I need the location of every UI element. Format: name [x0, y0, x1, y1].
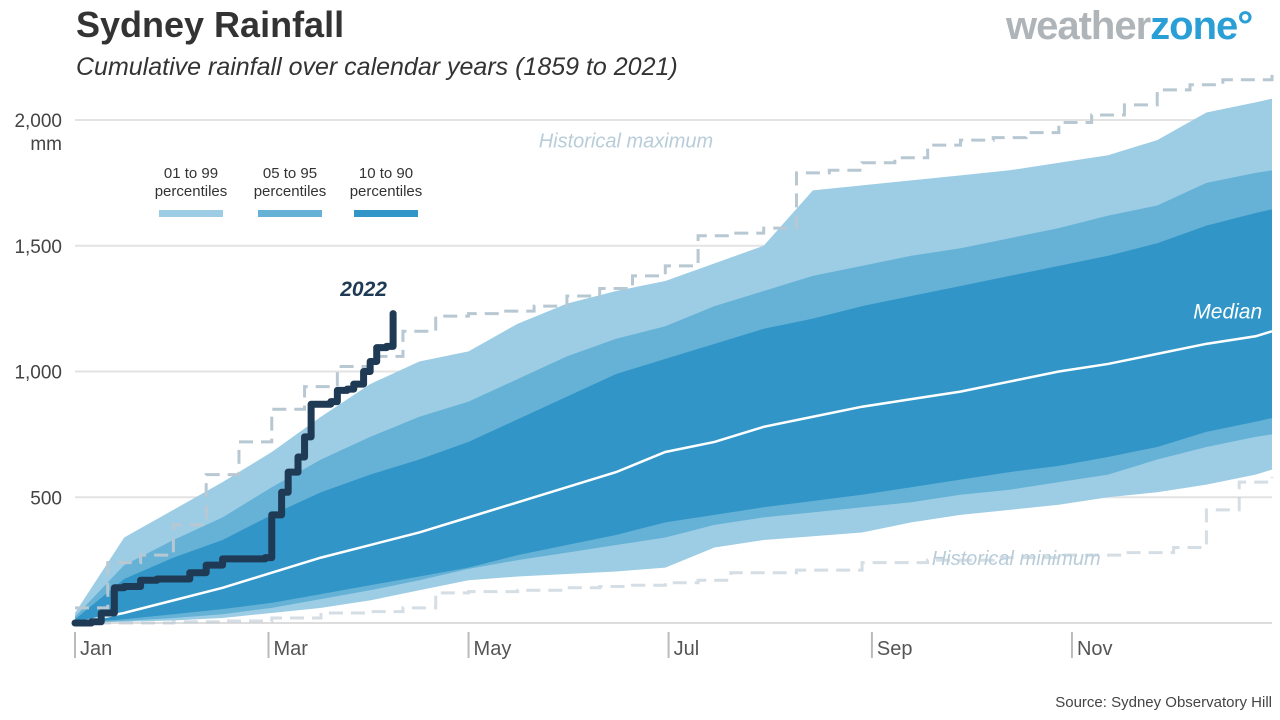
- weatherzone-logo: weatherzone°: [1006, 4, 1253, 49]
- source-note: Source: Sydney Observatory Hill: [1055, 694, 1272, 711]
- logo-weather: weather: [1006, 4, 1151, 48]
- annotation-label: Median: [1193, 301, 1262, 324]
- x-tick-label: Sep: [877, 638, 913, 660]
- series-line: [71, 310, 397, 627]
- legend-swatch: [354, 210, 418, 217]
- legend-swatch: [258, 210, 322, 217]
- annotation-label: Historical minimum: [932, 548, 1101, 570]
- logo-zone: zone: [1150, 4, 1238, 48]
- legend-label-line2: percentiles: [155, 183, 228, 200]
- band-area: [75, 209, 1272, 623]
- legend-swatch: [159, 210, 223, 217]
- x-tick-label: Jul: [674, 638, 700, 660]
- x-tick-label: Jan: [80, 638, 112, 660]
- y-tick-label: 500: [30, 488, 62, 509]
- x-tick-label: Mar: [273, 638, 308, 660]
- y-axis: mm 500 1,000 1,500 2,000: [14, 111, 62, 509]
- percentile-bands: [75, 98, 1272, 624]
- y-tick-label: 1,000: [14, 363, 62, 384]
- x-axis: Jan Mar May Jul Sep Nov: [74, 632, 1113, 660]
- series-line: [75, 477, 1274, 625]
- logo-degree: °: [1237, 4, 1253, 48]
- y-tick-label: 2,000: [14, 111, 62, 132]
- annotation-label: Historical maximum: [539, 131, 713, 153]
- x-tick-label: May: [474, 638, 512, 660]
- legend-label-line1: 10 to 90: [359, 165, 413, 182]
- chart-title: Sydney Rainfall: [76, 4, 345, 45]
- y-axis-unit: mm: [30, 134, 62, 155]
- series-line: [74, 330, 1273, 625]
- y-tick-label: 1,500: [14, 237, 62, 258]
- legend-label-line1: 01 to 99: [164, 165, 218, 182]
- legend-label-line2: percentiles: [254, 183, 327, 200]
- legend-label-line1: 05 to 95: [263, 165, 317, 182]
- series-line: [75, 72, 1274, 610]
- annotations: Historical maximum Historical minimum Medi…: [339, 131, 1262, 570]
- annotation-label: 2022: [339, 278, 387, 301]
- legend-label-line2: percentiles: [350, 183, 423, 200]
- x-tick-label: Nov: [1077, 638, 1113, 660]
- chart-subtitle: Cumulative rainfall over calendar years …: [76, 53, 678, 81]
- series-lines: [71, 72, 1274, 627]
